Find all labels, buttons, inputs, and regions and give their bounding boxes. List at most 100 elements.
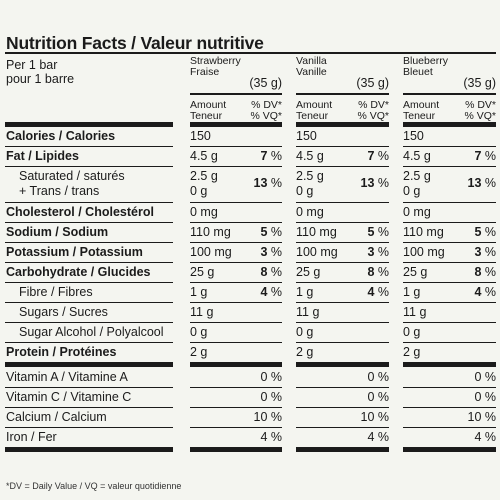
row-divider: [296, 146, 389, 147]
amount-value: 2.5 g: [296, 169, 324, 183]
daily-value-percent: 8 %: [190, 265, 282, 279]
protein-thick-rule: [5, 362, 173, 367]
percent-sign: %: [374, 285, 389, 299]
percent-number: 5: [260, 225, 268, 239]
percent-number: 8: [367, 265, 375, 279]
bottom-thick-rule: [296, 447, 389, 452]
daily-value-percent: 5 %: [296, 225, 389, 239]
row-divider: [403, 302, 496, 303]
row-divider: [190, 342, 282, 343]
daily-value-percent: 7 %: [190, 149, 282, 163]
row-divider: [190, 166, 282, 167]
percent-number: 7: [474, 149, 482, 163]
percent-sign: %: [374, 176, 389, 190]
row-divider: [296, 242, 389, 243]
daily-value-percent: 3 %: [190, 245, 282, 259]
percent-sign: %: [374, 149, 389, 163]
serving-basis-en: Per 1 bar: [6, 58, 58, 72]
row-divider: [190, 387, 282, 388]
percent-number: 10: [253, 410, 268, 424]
amount-header-fr: Teneur: [296, 110, 329, 122]
nutrient-label: Protein / Protéines: [6, 345, 117, 359]
percent-number: 13: [467, 176, 482, 190]
daily-value-percent: 0 %: [403, 370, 496, 384]
nutrient-label: Sugars / Sucres: [19, 305, 108, 319]
daily-value-percent: 0 %: [296, 390, 389, 404]
amount-value: 2.5 g: [190, 169, 218, 183]
row-divider: [190, 302, 282, 303]
percent-number: 0: [260, 390, 268, 404]
daily-value-percent: 8 %: [403, 265, 496, 279]
daily-value-percent: 13 %: [190, 176, 283, 190]
flavor-name-fr: Fraise: [190, 66, 220, 78]
row-divider: [190, 262, 282, 263]
percent-number: 8: [474, 265, 482, 279]
header-thick-rule: [5, 122, 173, 127]
nutrient-label: Calcium / Calcium: [6, 410, 107, 424]
percent-number: 5: [367, 225, 375, 239]
amount-header-en: Amount: [403, 99, 440, 111]
daily-value-percent: 0 %: [190, 390, 282, 404]
percent-sign: %: [267, 285, 282, 299]
row-divider: [296, 387, 389, 388]
panel-title: Nutrition Facts / Valeur nutritive: [6, 33, 264, 53]
amount-value: 0 mg: [190, 205, 218, 219]
percent-number: 4: [260, 285, 268, 299]
daily-value-percent: 4 %: [296, 430, 389, 444]
flavor-name-fr: Bleuet: [403, 66, 433, 78]
protein-thick-rule: [190, 362, 282, 367]
row-divider: [403, 202, 496, 203]
daily-value-percent: 4 %: [190, 285, 282, 299]
nutrient-label: Saturated / saturés: [19, 169, 125, 183]
daily-value-percent: 0 %: [296, 370, 389, 384]
row-divider: [403, 222, 496, 223]
row-divider: [296, 322, 389, 323]
daily-value-percent: 13 %: [296, 176, 390, 190]
percent-sign: %: [374, 410, 389, 424]
amount-value: 110 mg: [403, 225, 444, 239]
percent-number: 13: [360, 176, 375, 190]
daily-value-percent: 10 %: [403, 410, 497, 424]
amount-value: 150: [296, 129, 317, 143]
percent-sign: %: [267, 265, 282, 279]
row-divider: [5, 222, 173, 223]
nutrient-label: Carbohydrate / Glucides: [6, 265, 151, 279]
row-divider: [5, 282, 173, 283]
amount-value: 4.5 g: [296, 149, 324, 163]
protein-thick-rule: [296, 362, 389, 367]
row-divider: [190, 222, 282, 223]
daily-value-percent: 4 %: [296, 285, 389, 299]
nutrient-label: Fibre / Fibres: [19, 285, 93, 299]
amount-value: 100 mg: [190, 245, 232, 259]
percent-number: 10: [360, 410, 375, 424]
row-divider: [5, 407, 173, 408]
percent-sign: %: [481, 410, 496, 424]
amount-value: 110 mg: [296, 225, 337, 239]
amount-value: 4.5 g: [190, 149, 218, 163]
percent-number: 4: [367, 285, 375, 299]
row-divider: [296, 282, 389, 283]
row-divider: [5, 302, 173, 303]
percent-sign: %: [374, 370, 389, 384]
nutrient-label: Sodium / Sodium: [6, 225, 109, 239]
row-divider: [190, 202, 282, 203]
amount-value: 0 mg: [403, 205, 431, 219]
header-thick-rule: [190, 122, 282, 127]
row-divider: [403, 427, 496, 428]
percent-sign: %: [267, 430, 282, 444]
dv-header: % DV*: [465, 99, 496, 111]
percent-number: 4: [367, 430, 375, 444]
daily-value-percent: 10 %: [190, 410, 283, 424]
protein-thick-rule: [403, 362, 496, 367]
percent-sign: %: [481, 370, 496, 384]
column-header-rule: [296, 93, 389, 95]
percent-sign: %: [481, 149, 496, 163]
row-divider: [190, 242, 282, 243]
nutrient-label: Calories / Calories: [6, 129, 116, 143]
amount-value: 11 g: [190, 305, 214, 319]
row-divider: [5, 242, 173, 243]
amount-value: 110 mg: [190, 225, 231, 239]
vq-header: % VQ*: [357, 110, 389, 122]
row-divider: [403, 322, 496, 323]
row-divider: [5, 166, 173, 167]
